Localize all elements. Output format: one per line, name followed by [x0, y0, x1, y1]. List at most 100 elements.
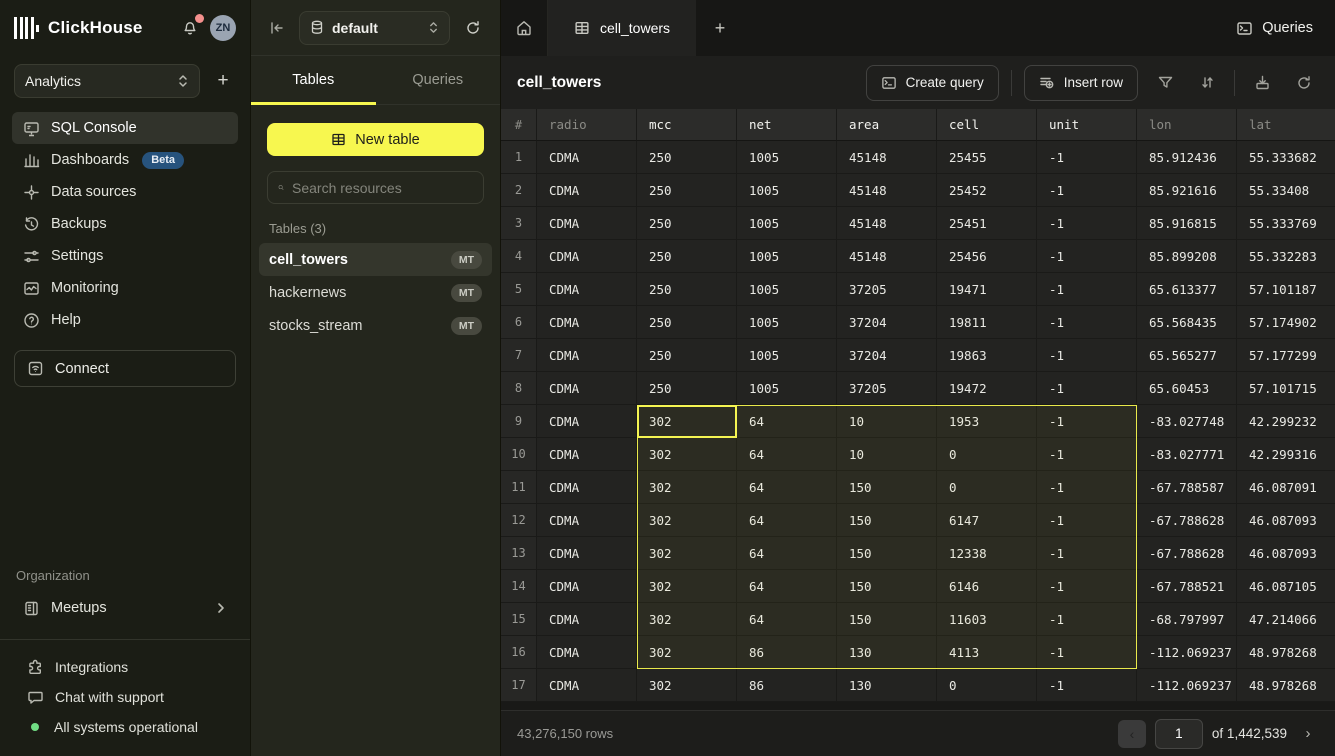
grid-cell[interactable]: 19472 [937, 372, 1037, 405]
grid-cell[interactable]: CDMA [537, 570, 637, 603]
grid-cell[interactable]: 302 [637, 603, 737, 636]
sidebar-item-system-status[interactable]: All systems operational [0, 712, 250, 742]
grid-cell[interactable]: 55.33408 [1237, 174, 1335, 207]
grid-cell[interactable]: 302 [637, 438, 737, 471]
grid-cell[interactable]: 46.087105 [1237, 570, 1335, 603]
grid-cell[interactable]: 46.087093 [1237, 504, 1335, 537]
grid-cell[interactable]: 250 [637, 372, 737, 405]
grid-cell[interactable]: 1953 [937, 405, 1037, 438]
grid-cell[interactable]: 45148 [837, 207, 937, 240]
grid-cell[interactable]: 302 [637, 504, 737, 537]
sidebar-item-dashboards[interactable]: Dashboards Beta [12, 144, 238, 176]
table-list-item-hackernews[interactable]: hackernews MT [259, 276, 492, 309]
grid-cell[interactable]: 130 [837, 636, 937, 669]
row-number[interactable]: 9 [501, 405, 537, 438]
table-list-item-cell-towers[interactable]: cell_towers MT [259, 243, 492, 276]
grid-cell[interactable]: 1005 [737, 141, 837, 174]
grid-cell[interactable]: -1 [1037, 405, 1137, 438]
grid-cell[interactable]: 19471 [937, 273, 1037, 306]
row-number[interactable]: 10 [501, 438, 537, 471]
grid-cell[interactable]: 4113 [937, 636, 1037, 669]
row-number[interactable]: 15 [501, 603, 537, 636]
row-number[interactable]: 14 [501, 570, 537, 603]
grid-cell[interactable]: 57.101715 [1237, 372, 1335, 405]
grid-cell[interactable]: -112.069237 [1137, 636, 1237, 669]
row-number[interactable]: 6 [501, 306, 537, 339]
grid-cell[interactable]: 64 [737, 504, 837, 537]
grid-cell[interactable]: 19863 [937, 339, 1037, 372]
grid-cell[interactable]: 1005 [737, 207, 837, 240]
row-number[interactable]: 13 [501, 537, 537, 570]
grid-cell[interactable]: 1005 [737, 240, 837, 273]
sidebar-item-chat-support[interactable]: Chat with support [0, 682, 250, 712]
grid-cell[interactable]: CDMA [537, 141, 637, 174]
tab-cell-towers[interactable]: cell_towers [548, 0, 697, 56]
grid-cell[interactable]: 47.214066 [1237, 603, 1335, 636]
grid-cell[interactable]: -67.788628 [1137, 504, 1237, 537]
grid-cell[interactable]: 55.332283 [1237, 240, 1335, 273]
grid-cell[interactable]: CDMA [537, 603, 637, 636]
sidebar-item-settings[interactable]: Settings [12, 240, 238, 272]
row-number[interactable]: 11 [501, 471, 537, 504]
grid-cell[interactable]: CDMA [537, 339, 637, 372]
grid-cell[interactable]: 55.333682 [1237, 141, 1335, 174]
grid-cell[interactable]: 1005 [737, 174, 837, 207]
grid-cell[interactable]: 10 [837, 438, 937, 471]
filter-button[interactable] [1150, 68, 1180, 98]
row-number[interactable]: 17 [501, 669, 537, 702]
row-number[interactable]: 5 [501, 273, 537, 306]
grid-cell[interactable]: -1 [1037, 306, 1137, 339]
grid-cell[interactable]: 37205 [837, 273, 937, 306]
grid-cell[interactable]: CDMA [537, 438, 637, 471]
grid-cell[interactable]: 57.177299 [1237, 339, 1335, 372]
column-header-unit[interactable]: unit [1037, 109, 1137, 141]
row-number[interactable]: 8 [501, 372, 537, 405]
grid-cell[interactable]: -67.788628 [1137, 537, 1237, 570]
grid-cell[interactable]: 150 [837, 471, 937, 504]
row-number[interactable]: 3 [501, 207, 537, 240]
grid-cell[interactable]: 65.613377 [1137, 273, 1237, 306]
sidebar-item-sql-console[interactable]: SQL Console [12, 112, 238, 144]
grid-cell[interactable]: 6146 [937, 570, 1037, 603]
grid-cell[interactable]: 150 [837, 570, 937, 603]
row-number[interactable]: 2 [501, 174, 537, 207]
column-header-area[interactable]: area [837, 109, 937, 141]
column-header-mcc[interactable]: mcc [637, 109, 737, 141]
grid-cell[interactable]: 0 [937, 438, 1037, 471]
refresh-table-button[interactable] [1289, 68, 1319, 98]
grid-cell[interactable]: CDMA [537, 504, 637, 537]
grid-cell[interactable]: -1 [1037, 141, 1137, 174]
grid-cell[interactable]: 64 [737, 570, 837, 603]
grid-cell[interactable]: 150 [837, 504, 937, 537]
grid-cell[interactable]: 48.978268 [1237, 669, 1335, 702]
grid-cell[interactable]: 250 [637, 207, 737, 240]
grid-cell[interactable]: 86 [737, 636, 837, 669]
grid-cell[interactable]: 45148 [837, 141, 937, 174]
grid-cell[interactable]: 45148 [837, 174, 937, 207]
grid-cell[interactable]: -1 [1037, 570, 1137, 603]
grid-cell[interactable]: 42.299232 [1237, 405, 1335, 438]
grid-cell[interactable]: 250 [637, 174, 737, 207]
grid-cell[interactable]: -1 [1037, 240, 1137, 273]
grid-cell[interactable]: -1 [1037, 537, 1137, 570]
column-header-cell[interactable]: cell [937, 109, 1037, 141]
row-number[interactable]: 7 [501, 339, 537, 372]
grid-cell[interactable]: 1005 [737, 273, 837, 306]
grid-cell[interactable]: CDMA [537, 372, 637, 405]
row-number[interactable]: 12 [501, 504, 537, 537]
grid-cell[interactable]: -1 [1037, 504, 1137, 537]
column-header-net[interactable]: net [737, 109, 837, 141]
grid-cell[interactable]: -1 [1037, 207, 1137, 240]
sidebar-item-help[interactable]: Help [12, 304, 238, 336]
grid-cell[interactable]: 25455 [937, 141, 1037, 174]
grid-cell[interactable]: 64 [737, 537, 837, 570]
grid-cell[interactable]: 1005 [737, 372, 837, 405]
grid-cell[interactable]: 64 [737, 603, 837, 636]
grid-cell[interactable]: CDMA [537, 273, 637, 306]
sidebar-item-integrations[interactable]: Integrations [0, 652, 250, 682]
grid-cell[interactable]: -1 [1037, 273, 1137, 306]
grid-cell[interactable]: 85.899208 [1137, 240, 1237, 273]
grid-cell[interactable]: CDMA [537, 405, 637, 438]
grid-cell[interactable]: -67.788521 [1137, 570, 1237, 603]
collapse-panel-button[interactable] [265, 16, 289, 40]
